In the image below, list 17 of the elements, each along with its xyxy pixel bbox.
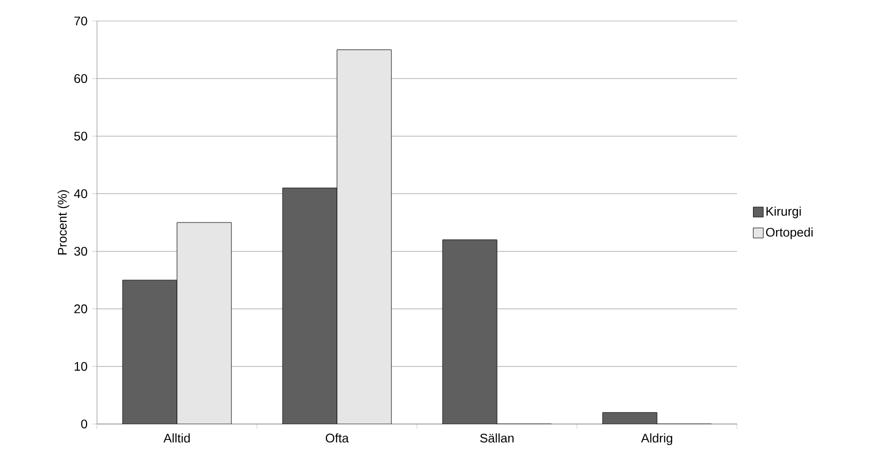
y-tick-label: 70	[74, 16, 88, 26]
bar	[176, 222, 232, 424]
y-tick-label: 10	[74, 362, 88, 371]
y-tick-label: 60	[74, 74, 88, 83]
x-tick-label: Sällan	[480, 433, 514, 443]
bar	[336, 50, 392, 424]
legend-label: Ortopedi	[766, 227, 813, 240]
x-tick-label: Aldrig	[641, 433, 672, 446]
x-tick-label: Alltid	[163, 433, 190, 443]
x-tick-label: Ofta	[326, 433, 349, 443]
legend-label: Kirurgi	[766, 206, 801, 218]
y-tick-label: 50	[74, 132, 88, 141]
y-axis-title: Procent (%)	[58, 190, 70, 254]
y-tick-label: 0	[81, 420, 88, 428]
y-tick-label: 20	[74, 304, 88, 314]
y-tick-label: 40	[74, 189, 88, 198]
y-tick-label: 30	[74, 246, 88, 256]
